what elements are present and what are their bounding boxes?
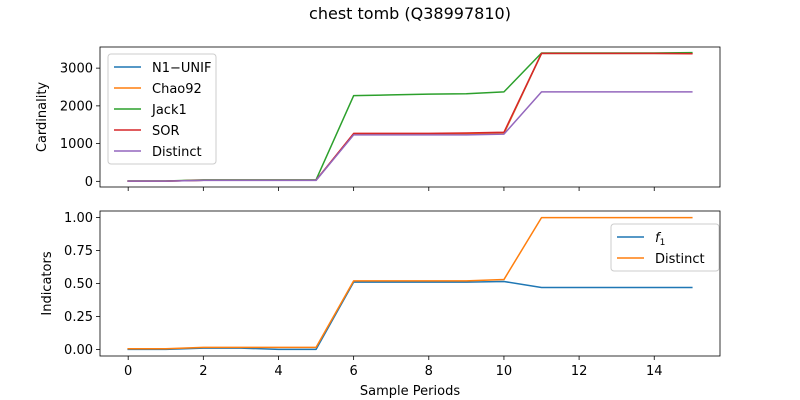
x-axis-label: Sample Periods xyxy=(360,384,460,399)
x-tick-label: 8 xyxy=(425,364,433,379)
series-line-4 xyxy=(127,91,693,182)
y-tick-label: 0.50 xyxy=(64,277,93,292)
y-tick-label: 1.00 xyxy=(64,211,93,226)
y-tick-label: 2000 xyxy=(60,99,93,114)
x-tick-label: 4 xyxy=(274,364,282,379)
indicators-plot: 0 2 4 6 8 10 12 14 0.00 0.25 0.50 0.75 1.00 Indicator… xyxy=(40,210,721,399)
legend: N1−UNIF Chao92 Jack1 SOR Distinct xyxy=(107,53,217,165)
cardinality-plot: 0 1000 2000 3000 Cardinality N1−UNIF Chao92 Jac… xyxy=(35,46,721,191)
legend-label: Distinct xyxy=(655,252,705,267)
legend-label-subscript: 1 xyxy=(660,238,666,248)
axes-frame xyxy=(99,46,721,188)
figure-title: chest tomb (Q38997810) xyxy=(309,4,511,23)
legend-label: SOR xyxy=(152,124,180,139)
legend-box xyxy=(610,223,720,272)
y-tick-label: 0 xyxy=(85,175,93,190)
x-tick-label: 14 xyxy=(646,364,663,379)
legend-label: N1−UNIF xyxy=(152,61,211,76)
y-axis-label: Cardinality xyxy=(35,82,50,153)
legend-label: Chao92 xyxy=(152,82,202,97)
y-tick-label: 0.75 xyxy=(64,244,93,259)
x-tick-label: 0 xyxy=(124,364,132,379)
x-tick-label: 12 xyxy=(571,364,588,379)
y-axis-label: Indicators xyxy=(40,251,55,315)
y-tick-label: 3000 xyxy=(60,62,93,77)
legend: f1 Distinct xyxy=(610,223,720,272)
y-tick-label: 1000 xyxy=(60,137,93,152)
series-line-1 xyxy=(127,216,693,350)
legend-label: Distinct xyxy=(152,145,202,160)
x-tick-label: 2 xyxy=(199,364,207,379)
y-tick-label: 0.25 xyxy=(64,310,93,325)
x-tick-label: 10 xyxy=(496,364,513,379)
legend-label: f1 xyxy=(655,231,665,248)
legend-label-base: f xyxy=(655,231,662,246)
legend-label: Jack1 xyxy=(151,103,187,118)
y-tick-label: 0.00 xyxy=(64,343,93,358)
x-tick-label: 6 xyxy=(349,364,357,379)
legend-box xyxy=(107,53,217,165)
